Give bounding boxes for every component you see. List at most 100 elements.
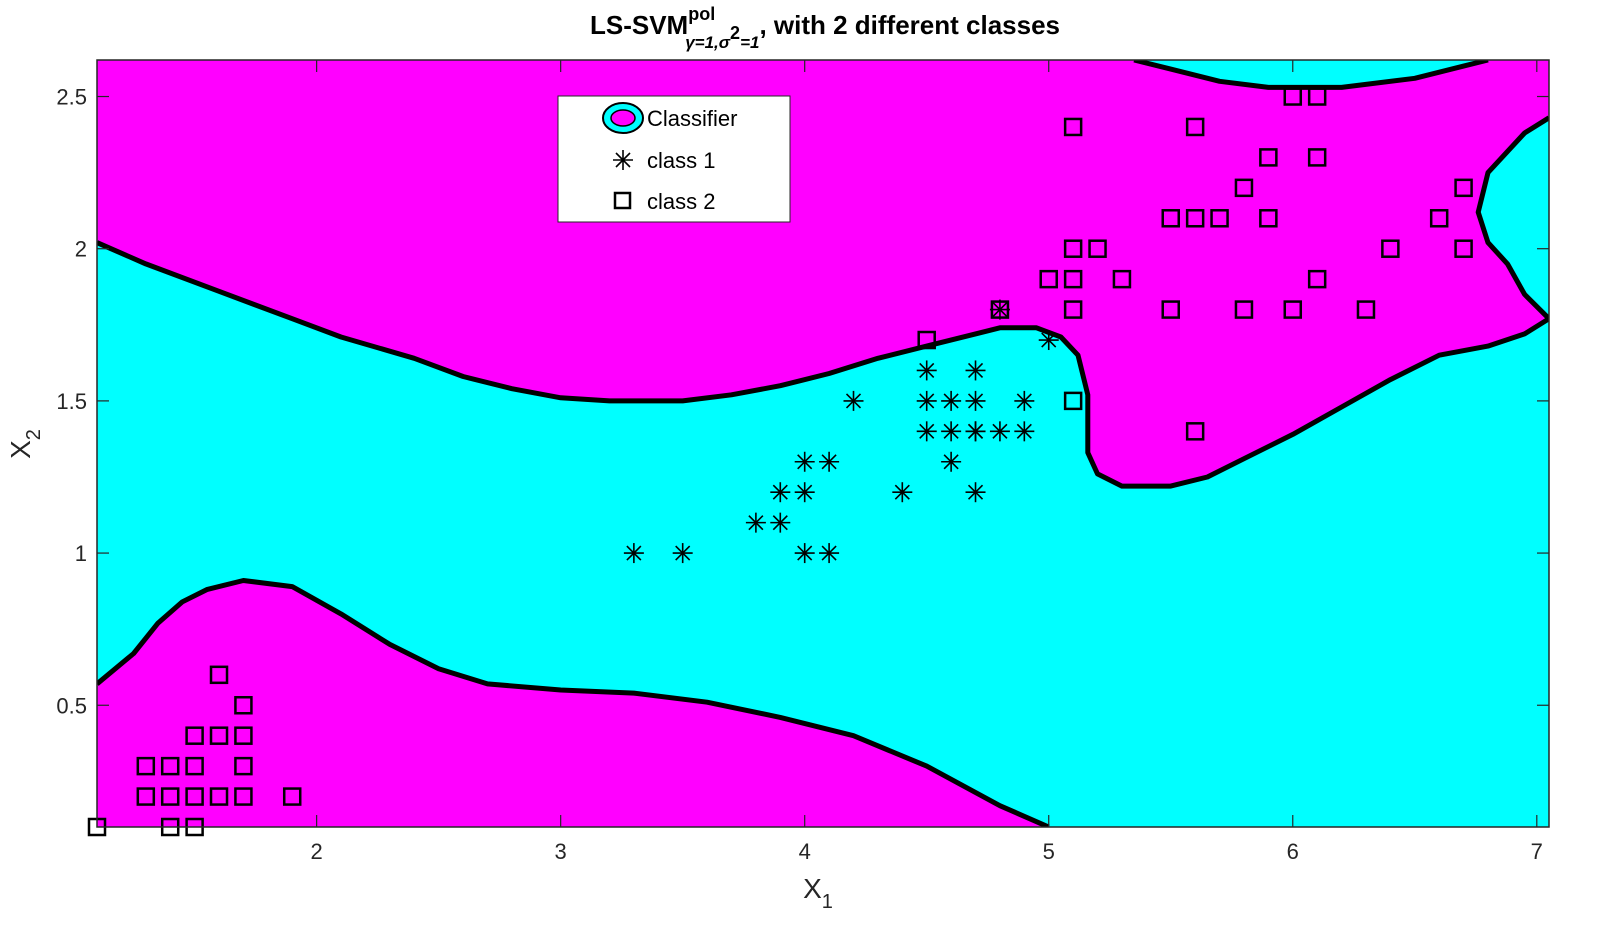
title-subscript-end: =1 bbox=[740, 33, 759, 52]
class-1-point bbox=[794, 451, 815, 472]
legend-square-marker bbox=[613, 191, 632, 210]
class-2-point bbox=[1185, 422, 1205, 441]
title-subscript-power: 2 bbox=[730, 23, 740, 43]
title-subscript: γ=1,σ bbox=[685, 33, 731, 52]
y-axis-label: X2 bbox=[5, 429, 45, 459]
class-2-point bbox=[1234, 300, 1254, 319]
x-tick-label: 5 bbox=[1043, 839, 1055, 864]
legend-label-class-1: class 1 bbox=[647, 148, 715, 173]
class-2-point bbox=[990, 300, 1010, 319]
class-2-point bbox=[1063, 300, 1083, 319]
class-2-point bbox=[136, 756, 156, 776]
class-2-point bbox=[209, 726, 229, 745]
class-2-point bbox=[282, 787, 302, 806]
decision-boundary-lower bbox=[97, 578, 1050, 827]
series-class-1 bbox=[623, 299, 1059, 564]
y-tick-label: 0.5 bbox=[56, 693, 87, 718]
class-2-point bbox=[234, 787, 253, 806]
legend-item-class-1: class 1 bbox=[613, 148, 715, 173]
class-2-point bbox=[1283, 300, 1303, 319]
class-2-point bbox=[1063, 239, 1083, 258]
class-1-point bbox=[965, 360, 986, 381]
class-1-point bbox=[770, 482, 791, 503]
class-2-point bbox=[1307, 148, 1327, 167]
legend-box bbox=[557, 95, 791, 223]
class-2-point bbox=[185, 756, 204, 776]
class-2-point bbox=[1381, 239, 1400, 258]
class-1-point bbox=[770, 512, 791, 533]
legend-label-class-2: class 2 bbox=[647, 189, 715, 214]
class-2-point bbox=[1259, 148, 1278, 167]
class-2-point bbox=[1234, 178, 1254, 198]
class-1-point bbox=[965, 482, 986, 503]
class-2-point bbox=[1088, 239, 1107, 258]
class-1-point bbox=[941, 421, 962, 442]
decision-boundary-upper bbox=[97, 115, 1549, 489]
class-2-point bbox=[1039, 269, 1058, 289]
title-main: LS-SVM bbox=[590, 10, 688, 40]
class-2-point bbox=[1307, 269, 1327, 289]
class-2-point bbox=[1454, 178, 1473, 198]
class-2-point bbox=[1161, 300, 1180, 319]
plot-frame bbox=[96, 59, 1550, 828]
class-2-point bbox=[1454, 239, 1473, 258]
title-superscript: pol bbox=[688, 4, 715, 24]
class-1-point bbox=[794, 543, 815, 564]
class-1-point bbox=[941, 390, 962, 411]
x-tick-label: 7 bbox=[1531, 839, 1543, 864]
class-2-point bbox=[1112, 269, 1132, 289]
class-1-point bbox=[819, 451, 840, 472]
legend-label-classifier: Classifier bbox=[647, 106, 737, 131]
region-upper-class-2 bbox=[97, 60, 1549, 487]
y-tick-label: 2 bbox=[75, 237, 87, 262]
y-tick-label: 1 bbox=[75, 541, 87, 566]
chart-title: LS-SVMpol γ=1,σ2=1, with 2 different clas… bbox=[590, 4, 1060, 52]
class-2-point bbox=[1063, 117, 1083, 137]
y-tick-label: 1.5 bbox=[56, 389, 87, 414]
class-2-point bbox=[160, 756, 180, 776]
class-2-point bbox=[1307, 87, 1327, 106]
class-1-point bbox=[965, 390, 986, 411]
class-1-point bbox=[1038, 330, 1059, 351]
class-2-point bbox=[917, 330, 936, 350]
class-1-point bbox=[1014, 421, 1035, 442]
legend-item-class-2: class 2 bbox=[613, 189, 715, 214]
class-1-point bbox=[916, 421, 937, 442]
class-2-point bbox=[1429, 209, 1449, 228]
class-1-point bbox=[892, 482, 913, 503]
legend: Classifier class 1 class 2 bbox=[557, 95, 791, 223]
class-1-point bbox=[989, 421, 1010, 442]
class-2-point bbox=[185, 787, 204, 806]
class-2-point bbox=[136, 787, 156, 806]
class-2-point bbox=[1185, 209, 1205, 228]
class-2-point bbox=[209, 665, 229, 685]
class-2-point bbox=[1161, 209, 1180, 228]
title-suffix: , with 2 different classes bbox=[759, 10, 1060, 40]
class-2-point bbox=[1356, 300, 1376, 319]
class-1-point bbox=[843, 390, 864, 411]
y-tick-label: 2.5 bbox=[56, 85, 87, 110]
class-2-point bbox=[1259, 209, 1278, 228]
class-2-point bbox=[1210, 209, 1229, 228]
class-1-point bbox=[916, 360, 937, 381]
class-1-point bbox=[745, 512, 766, 533]
x-tick-label: 4 bbox=[799, 839, 811, 864]
x-axis-label: X1 bbox=[803, 873, 833, 913]
plot-area bbox=[87, 59, 1550, 837]
class-2-point bbox=[234, 696, 253, 715]
class-2-point bbox=[209, 787, 229, 806]
class-1-point bbox=[916, 390, 937, 411]
x-tick-label: 2 bbox=[311, 839, 323, 864]
class-2-point bbox=[1063, 391, 1083, 411]
class-1-point bbox=[989, 299, 1010, 320]
class-2-point bbox=[234, 756, 253, 776]
class-2-point bbox=[1283, 87, 1303, 106]
class-2-point bbox=[160, 787, 180, 806]
class-1-point bbox=[965, 421, 986, 442]
class-1-point bbox=[672, 543, 693, 564]
legend-asterisk-marker bbox=[613, 150, 633, 170]
class-2-point bbox=[1063, 269, 1083, 289]
region-lower-class-2 bbox=[97, 580, 1049, 827]
x-tick-label: 3 bbox=[555, 839, 567, 864]
